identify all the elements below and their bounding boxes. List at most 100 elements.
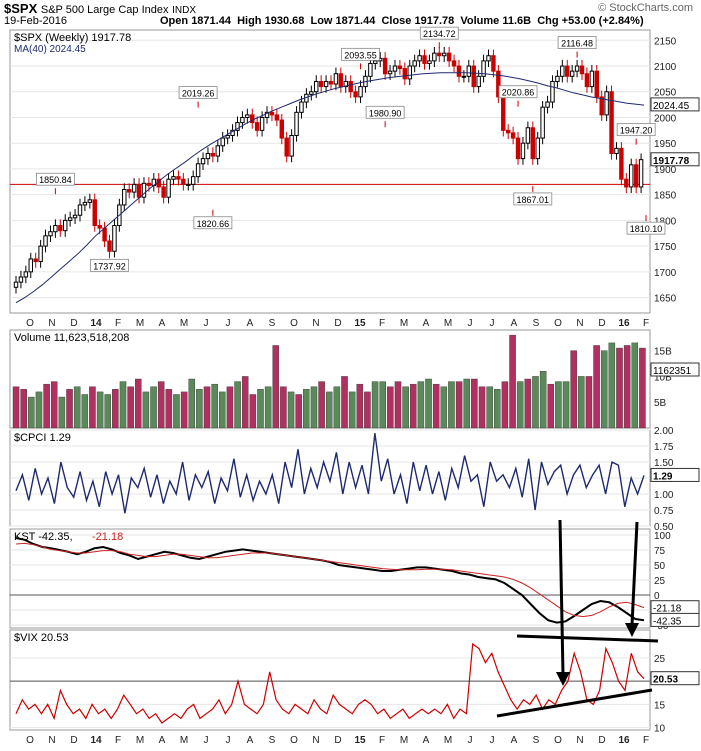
candle-body — [540, 106, 545, 139]
ma-value-tag-box — [650, 97, 700, 112]
price-axis-tick-label: 1900 — [654, 165, 677, 176]
candle-body — [565, 65, 570, 77]
x-axis-label: N — [48, 735, 55, 746]
extreme-label-box — [178, 86, 218, 99]
extreme-label: 2020.86 — [502, 88, 535, 98]
extreme-label: 2019.26 — [182, 89, 215, 99]
kst-value-tag: -42.35 — [653, 616, 682, 627]
candle-body — [146, 182, 152, 186]
cpci-value-tag-box — [650, 467, 700, 482]
volume-value-tag: 1162351 — [653, 366, 692, 377]
x-axis-label: 16 — [618, 735, 630, 746]
extreme-label: 2093.55 — [344, 50, 377, 60]
arrow-1-head — [556, 672, 570, 686]
volume-bar — [81, 394, 89, 429]
x-axis-label: M — [180, 318, 188, 329]
close-value-tag: 1917.78 — [653, 156, 690, 167]
candle-body — [441, 52, 447, 57]
volume-bar — [379, 381, 386, 429]
x-axis-label: S — [269, 735, 276, 746]
volume-bar — [127, 386, 134, 429]
candle-body — [535, 137, 540, 160]
price-legend: $SPX (Weekly) 1917.78 — [14, 32, 131, 44]
volume-bar — [494, 389, 501, 429]
ma-value-tag: 2024.45 — [653, 101, 690, 112]
volume-bar — [203, 386, 211, 429]
candle-body — [43, 235, 48, 247]
x-axis-label: N — [312, 735, 319, 746]
volume-bar — [12, 386, 20, 429]
candle-body — [466, 65, 472, 77]
x-axis-label: J — [490, 735, 495, 746]
x-axis-label: M — [400, 318, 408, 329]
kst-signal-legend: -21.18 — [92, 531, 123, 543]
volume-bar — [440, 386, 448, 429]
x-axis-label: M — [136, 735, 144, 746]
candle-body — [501, 96, 506, 131]
volume-tick-label: 5B — [654, 398, 667, 409]
x-axis-label: A — [159, 318, 166, 329]
candle-body — [579, 65, 585, 75]
extreme-label-box — [365, 105, 405, 119]
volume-bar — [43, 383, 50, 429]
candle-body — [574, 65, 580, 72]
candle-body — [314, 80, 319, 93]
candle-body — [284, 137, 289, 157]
cpci-legend: $CPCI 1.29 — [14, 432, 71, 444]
candle-body — [97, 225, 102, 229]
candle-body — [486, 55, 491, 62]
x-axis-label: 14 — [90, 735, 102, 746]
volume-bar — [562, 381, 570, 429]
x-axis-label: J — [468, 735, 473, 746]
candle-body — [530, 127, 536, 160]
cpci-axis-tick-label: 1.75 — [654, 442, 674, 453]
volume-bar — [425, 378, 432, 429]
volume-bar — [623, 345, 631, 429]
candle-body — [166, 178, 171, 198]
kst-axis-tick-label: 0 — [654, 591, 660, 602]
volume-bar — [547, 383, 555, 429]
extreme-label-box — [513, 192, 553, 206]
candle-body — [18, 276, 24, 283]
vix-axis-tick-label: 15 — [654, 700, 666, 711]
volume-bar — [631, 342, 639, 429]
volume-bar — [249, 394, 257, 429]
extreme-label-box — [193, 216, 233, 230]
candle-body — [200, 158, 206, 165]
candle-body — [555, 75, 560, 82]
candle-body — [299, 101, 304, 113]
x-axis-label: J — [204, 735, 209, 746]
extreme-label-box — [557, 36, 597, 49]
volume-bar — [448, 381, 455, 429]
x-axis-label: O — [554, 318, 562, 329]
vix-value-tag-box — [650, 671, 700, 686]
candle-body — [505, 129, 511, 134]
candle-body — [338, 73, 344, 88]
candle-body — [569, 70, 575, 77]
volume-bar — [600, 350, 608, 429]
candle-body — [48, 231, 53, 237]
candle-body — [348, 80, 353, 93]
candle-body — [629, 164, 634, 188]
x-axis-label: N — [312, 318, 319, 329]
volume-bar — [356, 383, 364, 429]
x-axis-label: A — [159, 735, 166, 746]
candle-body — [382, 57, 388, 75]
x-axis-label: O — [26, 318, 34, 329]
candle-body — [471, 65, 476, 88]
candle-body — [190, 176, 196, 185]
arrow-1-shaft — [558, 519, 565, 675]
candle-body — [427, 60, 432, 64]
candle-body — [38, 245, 43, 263]
vix-value-tag: 20.53 — [653, 675, 678, 686]
candle-body — [210, 152, 216, 157]
x-axis-label: F — [379, 735, 385, 746]
volume-bar — [341, 376, 348, 429]
candle-body — [407, 65, 412, 80]
candle-body — [437, 52, 442, 57]
x-axis-label: S — [269, 318, 276, 329]
x-axis-label: S — [533, 318, 540, 329]
volume-bar — [486, 386, 493, 429]
candle-body — [215, 145, 221, 157]
ma-legend: MA(40) 2024.45 — [14, 44, 86, 55]
